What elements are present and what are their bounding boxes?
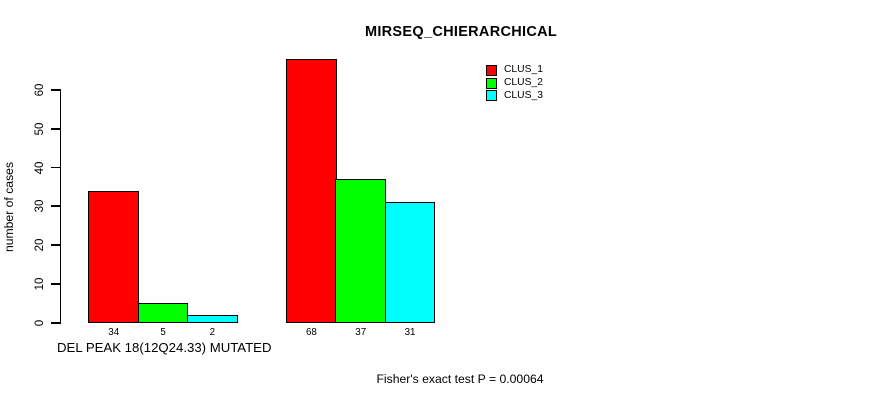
chart-title: MIRSEQ_CHIERARCHICAL	[364, 24, 558, 40]
bar-clus_3-group2	[384, 202, 436, 324]
y-tick-mark	[50, 127, 61, 130]
legend-row: CLUS_1	[486, 64, 543, 77]
bar-value-label: 5	[160, 326, 166, 338]
legend-swatch-clus_3	[486, 90, 497, 102]
y-tick-mark	[50, 166, 61, 169]
bar-clus_3-group1	[186, 314, 238, 324]
legend-row: CLUS_3	[486, 90, 543, 103]
bar-value-label: 34	[108, 326, 120, 338]
bar-value-label: 2	[209, 326, 216, 338]
y-tick-label: 40	[33, 161, 46, 174]
x-group-label: DEL PEAK 18(12Q24.33) MUTATED	[57, 340, 272, 355]
legend-row: CLUS_2	[486, 77, 543, 90]
bar-value-label: 68	[305, 326, 317, 338]
bar-clus_1-group2	[286, 58, 337, 324]
bar-value-label: 31	[404, 326, 416, 338]
legend-label: CLUS_2	[504, 77, 543, 89]
bar-clus_2-group2	[335, 179, 387, 324]
y-tick-label: 60	[33, 83, 46, 97]
bar-clus_2-group1	[137, 303, 189, 324]
fisher-test-annotation: Fisher's exact test P = 0.00064	[376, 372, 544, 386]
y-axis-line	[59, 89, 62, 324]
y-tick-mark	[50, 89, 61, 91]
y-tick-mark	[50, 321, 61, 324]
legend-label: CLUS_3	[504, 89, 543, 101]
legend-label: CLUS_1	[504, 64, 543, 76]
y-tick-label: 30	[33, 199, 46, 213]
legend: CLUS_1 CLUS_2 CLUS_3	[486, 64, 543, 102]
y-tick-mark	[50, 244, 61, 246]
legend-swatch-clus_2	[486, 77, 497, 89]
y-tick-label: 20	[33, 238, 46, 252]
y-tick-mark	[50, 205, 61, 208]
y-tick-label: 50	[33, 122, 46, 136]
legend-swatch-clus_1	[486, 64, 497, 76]
y-tick-mark	[50, 283, 61, 285]
y-tick-label: 0	[33, 319, 46, 326]
bar-value-label: 37	[355, 326, 367, 338]
y-tick-label: 10	[33, 277, 46, 291]
bar-clus_1-group1	[88, 190, 140, 324]
